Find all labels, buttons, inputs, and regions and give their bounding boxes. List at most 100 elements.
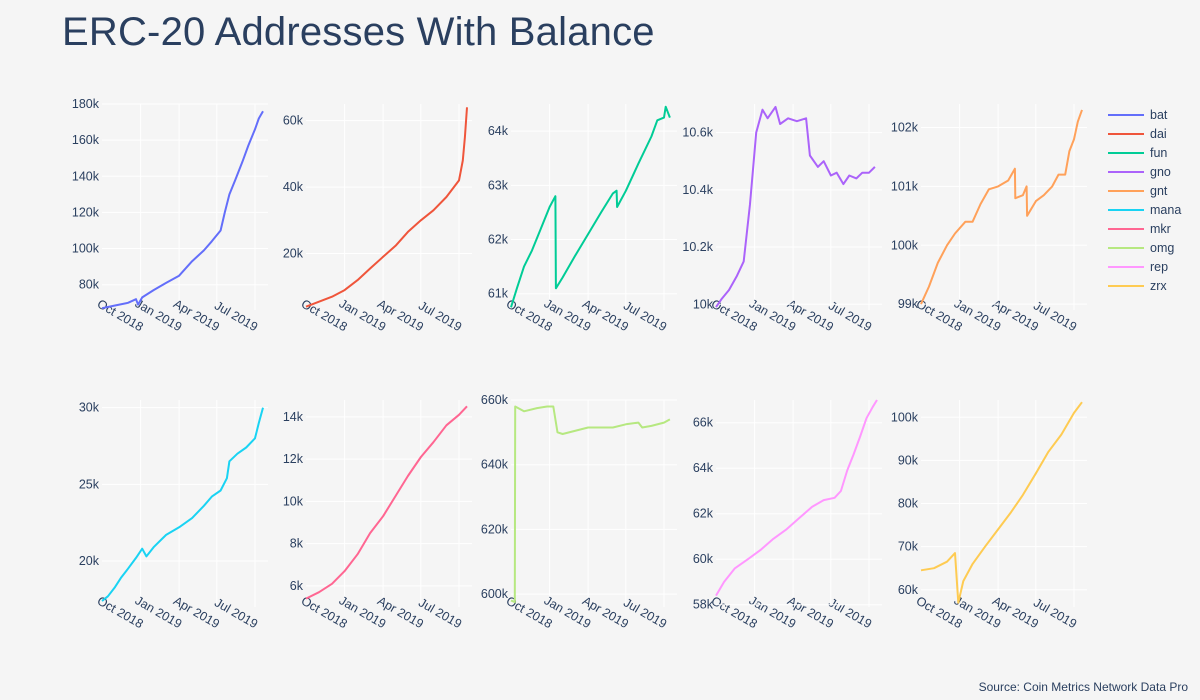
legend-label: mkr <box>1150 221 1171 236</box>
y-tick-label: 100k <box>72 242 100 256</box>
legend-label: zrx <box>1150 278 1167 293</box>
legend-item-rep[interactable]: rep <box>1108 257 1181 276</box>
series-line-bat <box>101 110 264 310</box>
y-tick-label: 10.6k <box>682 126 713 140</box>
y-tick-label: 80k <box>898 497 919 511</box>
x-tick-label: Jul 2019 <box>212 298 260 334</box>
y-tick-label: 180k <box>72 97 100 111</box>
legend-item-gno[interactable]: gno <box>1108 162 1181 181</box>
x-tick-label: Jul 2019 <box>621 298 669 334</box>
y-tick-label: 70k <box>898 540 919 554</box>
legend-swatch <box>1108 151 1144 154</box>
y-tick-label: 620k <box>481 522 509 536</box>
y-tick-label: 25k <box>79 477 100 491</box>
legend-swatch <box>1108 227 1144 230</box>
y-tick-label: 101k <box>891 179 919 193</box>
legend-label: rep <box>1150 259 1169 274</box>
y-tick-label: 58k <box>693 598 714 612</box>
series-line-rep <box>715 399 878 597</box>
y-tick-label: 160k <box>72 133 100 147</box>
y-tick-label: 600k <box>481 587 509 601</box>
page-title: ERC-20 Addresses With Balance <box>62 10 655 54</box>
y-tick-label: 102k <box>891 121 919 135</box>
y-tick-label: 90k <box>898 453 919 467</box>
series-line-mkr <box>305 405 468 600</box>
y-tick-label: 20k <box>283 247 304 261</box>
y-tick-label: 61k <box>488 287 509 301</box>
y-tick-label: 40k <box>283 180 304 194</box>
y-tick-label: 60k <box>898 583 919 597</box>
legend-swatch <box>1108 189 1144 192</box>
y-tick-label: 140k <box>72 169 100 183</box>
source-note: Source: Coin Metrics Network Data Pro <box>978 680 1188 694</box>
x-tick-label: Jul 2019 <box>416 298 464 334</box>
series-line-dai <box>305 107 468 308</box>
legend-label: bat <box>1150 107 1168 122</box>
x-tick-label: Jul 2019 <box>1031 595 1079 631</box>
y-tick-label: 100k <box>891 238 919 252</box>
legend: bat dai fun gno gnt mana mkr omg rep zrx <box>1108 105 1181 295</box>
y-tick-label: 10k <box>283 494 304 508</box>
legend-item-mkr[interactable]: mkr <box>1108 219 1181 238</box>
legend-item-omg[interactable]: omg <box>1108 238 1181 257</box>
y-tick-label: 66k <box>693 416 714 430</box>
legend-item-bat[interactable]: bat <box>1108 105 1181 124</box>
legend-label: omg <box>1150 240 1175 255</box>
y-tick-label: 640k <box>481 458 509 472</box>
legend-swatch <box>1108 132 1144 135</box>
y-tick-label: 10.2k <box>682 240 713 254</box>
y-tick-label: 12k <box>283 452 304 466</box>
legend-item-gnt[interactable]: gnt <box>1108 181 1181 200</box>
y-tick-label: 64k <box>488 124 509 138</box>
y-tick-label: 6k <box>290 579 304 593</box>
y-tick-label: 62k <box>693 507 714 521</box>
y-tick-label: 30k <box>79 401 100 415</box>
legend-item-mana[interactable]: mana <box>1108 200 1181 219</box>
legend-swatch <box>1108 170 1144 173</box>
legend-label: fun <box>1150 145 1168 160</box>
x-tick-label: Jul 2019 <box>621 595 669 631</box>
y-tick-label: 62k <box>488 233 509 247</box>
y-tick-label: 60k <box>283 114 304 128</box>
y-tick-label: 660k <box>481 393 509 407</box>
x-tick-label: Jul 2019 <box>416 595 464 631</box>
legend-label: gno <box>1150 164 1171 179</box>
legend-swatch <box>1108 284 1144 287</box>
series-line-omg <box>510 405 671 604</box>
legend-item-dai[interactable]: dai <box>1108 124 1181 143</box>
legend-label: mana <box>1150 202 1182 217</box>
legend-label: dai <box>1150 126 1167 141</box>
y-tick-label: 120k <box>72 205 100 219</box>
series-line-fun <box>510 105 671 308</box>
y-tick-label: 99k <box>898 297 919 311</box>
legend-label: gnt <box>1150 183 1168 198</box>
legend-item-fun[interactable]: fun <box>1108 143 1181 162</box>
legend-swatch <box>1108 265 1144 268</box>
legend-item-zrx[interactable]: zrx <box>1108 276 1181 295</box>
y-tick-label: 64k <box>693 461 714 475</box>
x-tick-label: Jul 2019 <box>212 595 260 631</box>
series-line-gno <box>715 105 876 308</box>
y-tick-label: 10k <box>693 297 714 311</box>
y-tick-label: 10.4k <box>682 183 713 197</box>
series-line-gnt <box>920 109 1083 305</box>
x-tick-label: Jul 2019 <box>826 595 874 631</box>
series-line-mana <box>101 407 264 602</box>
y-tick-label: 8k <box>290 537 304 551</box>
legend-swatch <box>1108 113 1144 116</box>
y-tick-label: 63k <box>488 178 509 192</box>
y-tick-label: 14k <box>283 410 304 424</box>
y-tick-label: 20k <box>79 554 100 568</box>
y-tick-label: 100k <box>891 410 919 424</box>
